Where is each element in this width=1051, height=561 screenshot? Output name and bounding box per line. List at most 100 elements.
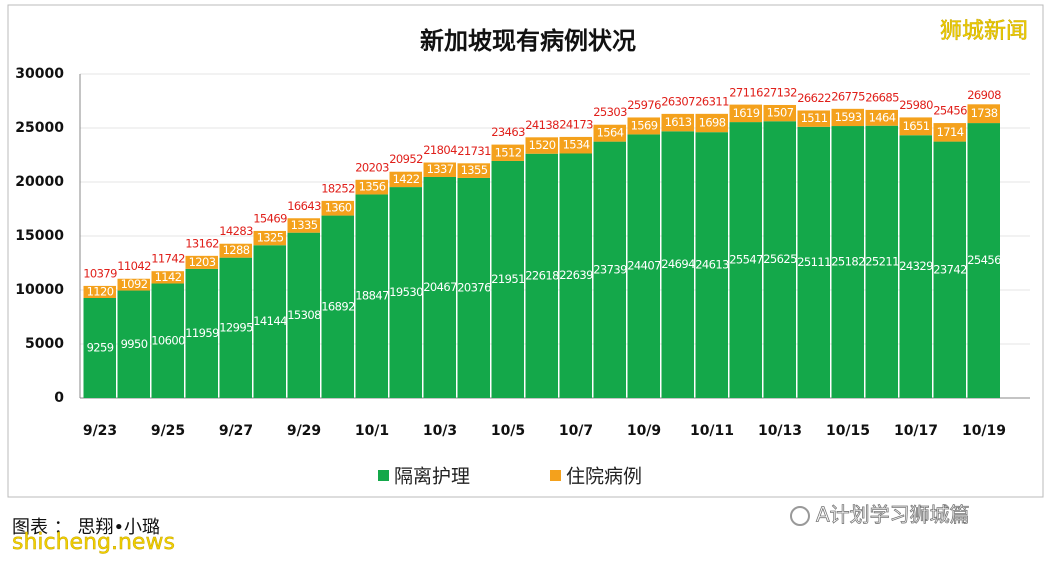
value-label: 20467 [423,280,457,294]
total-label: 21804 [423,143,457,157]
x-tick-label: 9/23 [83,423,117,439]
value-label: 1335 [291,218,318,232]
bar-segment [865,125,898,399]
value-label: 22639 [559,268,593,282]
bar-segment [865,109,898,126]
bar-segment [797,110,830,127]
bar-segment [967,123,1000,399]
bar-segment [831,108,864,127]
site-watermark: shicheng.news [12,530,175,555]
value-label: 21951 [491,272,525,286]
value-label: 16892 [321,299,355,313]
chart-title: 新加坡现有病例状况 [420,27,636,55]
x-tick-label: 10/7 [559,423,593,439]
value-label: 1511 [801,111,828,125]
bar-segment [933,141,966,398]
value-label: 1203 [189,255,216,269]
y-tick-label: 10000 [15,282,64,298]
value-label: 1288 [223,243,250,257]
value-label: 1698 [699,116,726,130]
bar-segment [593,141,626,398]
bar-segment [185,268,218,398]
bar-segment [83,298,116,398]
bar-segment [491,144,524,161]
total-label: 20203 [355,160,389,174]
value-label: 9950 [121,337,148,351]
x-tick-label: 10/9 [627,423,661,439]
total-label: 27132 [763,85,797,99]
value-label: 1120 [87,284,114,298]
bar-segment [525,153,558,398]
value-label: 1512 [495,145,522,159]
bar-segment [933,123,966,142]
total-label: 26908 [967,88,1001,102]
bar-segment [151,283,184,398]
legend-label: 住院病例 [566,466,642,488]
bar-segment [559,153,592,398]
bar-segment [593,124,626,142]
bar-segment [797,126,830,398]
total-label: 25303 [593,105,627,119]
bar-segment [321,215,354,398]
legend-swatch [378,470,389,481]
value-label: 9259 [87,341,114,355]
legend-label: 隔离护理 [394,466,470,488]
total-label: 15469 [253,211,287,225]
x-tick-label: 9/25 [151,423,185,439]
value-label: 25182 [831,255,865,269]
value-label: 1142 [155,270,182,284]
bar-segment [729,104,762,123]
value-label: 1569 [631,118,658,132]
y-tick-label: 0 [54,390,64,406]
value-label: 14144 [253,314,287,328]
value-label: 1355 [461,163,488,177]
bar-segment [253,245,286,398]
bar-segment [219,243,252,258]
value-label: 1593 [835,110,862,124]
total-label: 25976 [627,98,661,112]
value-label: 1092 [121,277,148,291]
value-label: 25211 [865,254,899,268]
total-label: 11742 [151,252,185,266]
bar-segment [763,104,796,122]
bar-segment [661,131,694,398]
bar-segment [253,230,286,246]
bar-segment [661,113,694,132]
bar-segment [457,177,490,398]
value-label: 11959 [185,326,219,340]
watermark: 狮城新闻 [940,19,1028,44]
bar-segment [491,160,524,398]
value-label: 1619 [733,106,760,120]
value-label: 12995 [219,320,253,334]
x-tick-label: 10/11 [690,423,734,439]
bar-segment [117,290,150,398]
value-label: 24613 [695,258,729,272]
value-label: 1714 [937,125,964,139]
y-tick-label: 20000 [15,174,64,190]
value-label: 1337 [427,162,454,176]
bar-segment [185,255,218,269]
value-label: 24329 [899,259,933,273]
bar-segment [219,257,252,398]
total-label: 25980 [899,98,933,112]
value-label: 25456 [967,253,1001,267]
bar-segment [355,194,388,398]
bar-segment [763,121,796,398]
total-label: 11042 [117,259,151,273]
x-tick-label: 10/1 [355,423,389,439]
x-tick-label: 10/15 [826,423,870,439]
total-label: 10379 [83,266,117,280]
total-label: 26622 [797,91,831,105]
bar-segment [423,162,456,177]
bar-segment [355,179,388,195]
x-tick-label: 10/19 [962,423,1006,439]
total-label: 26775 [831,89,865,103]
value-label: 15308 [287,308,321,322]
y-tick-label: 15000 [15,228,64,244]
bar-segment [321,200,354,216]
bar-segment [899,117,932,136]
bar-segment [525,137,558,154]
total-label: 24138 [525,118,559,132]
total-label: 27116 [729,86,763,100]
value-label: 22618 [525,268,559,282]
